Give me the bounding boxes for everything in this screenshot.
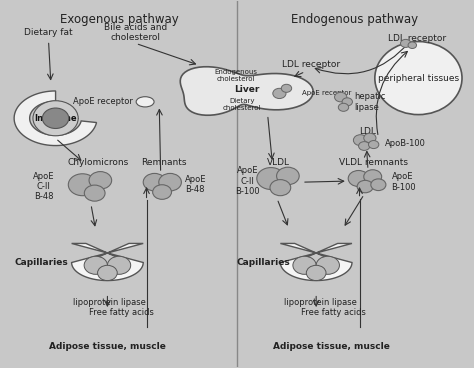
Circle shape — [98, 265, 117, 280]
Circle shape — [364, 170, 382, 184]
Text: Endogenous pathway: Endogenous pathway — [291, 13, 419, 26]
Polygon shape — [280, 244, 352, 280]
Text: LDL receptor: LDL receptor — [388, 34, 446, 43]
Text: hepatic
lipase: hepatic lipase — [354, 92, 385, 112]
Text: Adipose tissue, muscle: Adipose tissue, muscle — [273, 342, 390, 351]
Circle shape — [357, 180, 373, 193]
Circle shape — [273, 88, 286, 99]
Text: Free fatty acids: Free fatty acids — [89, 308, 154, 317]
Text: Bile acids and
cholesterol: Bile acids and cholesterol — [104, 23, 167, 42]
Text: Free fatty acids: Free fatty acids — [301, 308, 366, 317]
Text: ApoE
C-II
B-48: ApoE C-II B-48 — [33, 171, 55, 201]
Text: Adipose tissue, muscle: Adipose tissue, muscle — [49, 342, 166, 351]
Circle shape — [316, 256, 339, 274]
Text: peripheral tissues: peripheral tissues — [378, 74, 459, 82]
Text: Liver: Liver — [234, 85, 259, 94]
Text: Endogenous
cholesterol: Endogenous cholesterol — [215, 69, 257, 82]
Circle shape — [401, 39, 411, 47]
Text: ApoE
C-II
B-100: ApoE C-II B-100 — [235, 166, 260, 196]
Circle shape — [42, 108, 69, 128]
Circle shape — [354, 135, 367, 146]
Text: ApoE receptor: ApoE receptor — [302, 91, 351, 96]
Text: Exogenous pathway: Exogenous pathway — [60, 13, 179, 26]
Circle shape — [277, 167, 299, 185]
Circle shape — [84, 256, 108, 274]
Circle shape — [371, 179, 386, 191]
Text: Intestine: Intestine — [34, 114, 77, 123]
Text: VLDL: VLDL — [267, 158, 290, 167]
Text: VLDL remnants: VLDL remnants — [339, 158, 408, 167]
Circle shape — [143, 173, 166, 191]
Polygon shape — [72, 244, 143, 280]
Circle shape — [33, 101, 78, 136]
Circle shape — [335, 92, 347, 102]
Ellipse shape — [375, 42, 462, 114]
Circle shape — [364, 133, 376, 143]
Text: LDL: LDL — [360, 127, 376, 135]
Circle shape — [348, 170, 369, 187]
Circle shape — [408, 42, 417, 49]
Circle shape — [270, 180, 291, 196]
Text: Chylomicrons: Chylomicrons — [67, 158, 128, 167]
Circle shape — [368, 141, 379, 149]
Text: Capillaries: Capillaries — [236, 258, 290, 267]
Text: ApoE receptor: ApoE receptor — [73, 97, 133, 106]
Text: Remnants: Remnants — [141, 158, 187, 167]
Text: ApoE
B-48: ApoE B-48 — [185, 175, 207, 194]
Circle shape — [89, 171, 112, 189]
Text: lipoprotein lipase: lipoprotein lipase — [284, 298, 357, 307]
Circle shape — [159, 173, 182, 191]
Text: Capillaries: Capillaries — [15, 258, 68, 267]
Circle shape — [338, 103, 349, 112]
Polygon shape — [180, 67, 313, 115]
Polygon shape — [14, 91, 97, 146]
Text: ApoE
B-100: ApoE B-100 — [392, 173, 416, 192]
Text: Dietary fat: Dietary fat — [24, 28, 73, 37]
Circle shape — [153, 185, 172, 199]
Circle shape — [257, 167, 285, 190]
Circle shape — [293, 256, 316, 274]
Text: Dietary
cholesterol: Dietary cholesterol — [222, 98, 261, 111]
Text: lipoprotein lipase: lipoprotein lipase — [73, 298, 146, 307]
Text: LDL receptor: LDL receptor — [283, 60, 340, 69]
Circle shape — [306, 265, 326, 280]
Circle shape — [281, 84, 292, 92]
Text: ApoB-100: ApoB-100 — [385, 139, 426, 148]
Circle shape — [108, 256, 131, 274]
Circle shape — [68, 174, 97, 196]
Circle shape — [342, 98, 353, 106]
Ellipse shape — [136, 97, 154, 107]
Circle shape — [84, 185, 105, 201]
Circle shape — [358, 142, 370, 151]
